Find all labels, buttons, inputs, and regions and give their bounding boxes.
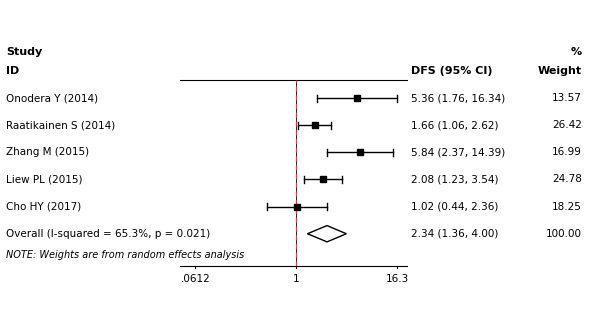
Text: 5.84 (2.37, 14.39): 5.84 (2.37, 14.39): [411, 147, 505, 157]
Text: Weight: Weight: [538, 66, 582, 76]
Text: %: %: [571, 47, 582, 57]
Text: Onodera Y (2014): Onodera Y (2014): [6, 93, 98, 103]
Text: Study: Study: [6, 47, 42, 57]
Text: Liew PL (2015): Liew PL (2015): [6, 174, 83, 184]
Text: 5.36 (1.76, 16.34): 5.36 (1.76, 16.34): [411, 93, 505, 103]
Text: 26.42: 26.42: [552, 120, 582, 130]
Text: 18.25: 18.25: [552, 202, 582, 212]
Text: DFS (95% CI): DFS (95% CI): [411, 66, 493, 76]
Text: 2.08 (1.23, 3.54): 2.08 (1.23, 3.54): [411, 174, 499, 184]
Text: 16.99: 16.99: [552, 147, 582, 157]
Text: 2.34 (1.36, 4.00): 2.34 (1.36, 4.00): [411, 229, 499, 239]
Text: Overall (I-squared = 65.3%, p = 0.021): Overall (I-squared = 65.3%, p = 0.021): [6, 229, 210, 239]
Text: ID: ID: [6, 66, 19, 76]
Text: NOTE: Weights are from random effects analysis: NOTE: Weights are from random effects an…: [6, 251, 244, 260]
Text: 13.57: 13.57: [552, 93, 582, 103]
Polygon shape: [307, 226, 346, 242]
Text: 1.02 (0.44, 2.36): 1.02 (0.44, 2.36): [411, 202, 499, 212]
Text: Zhang M (2015): Zhang M (2015): [6, 147, 89, 157]
Text: Raatikainen S (2014): Raatikainen S (2014): [6, 120, 115, 130]
Text: 24.78: 24.78: [552, 174, 582, 184]
Text: 1: 1: [293, 274, 299, 284]
Text: 100.00: 100.00: [546, 229, 582, 239]
Text: Cho HY (2017): Cho HY (2017): [6, 202, 81, 212]
Text: .0612: .0612: [181, 274, 210, 284]
Text: 1.66 (1.06, 2.62): 1.66 (1.06, 2.62): [411, 120, 499, 130]
Text: 16.3: 16.3: [386, 274, 409, 284]
